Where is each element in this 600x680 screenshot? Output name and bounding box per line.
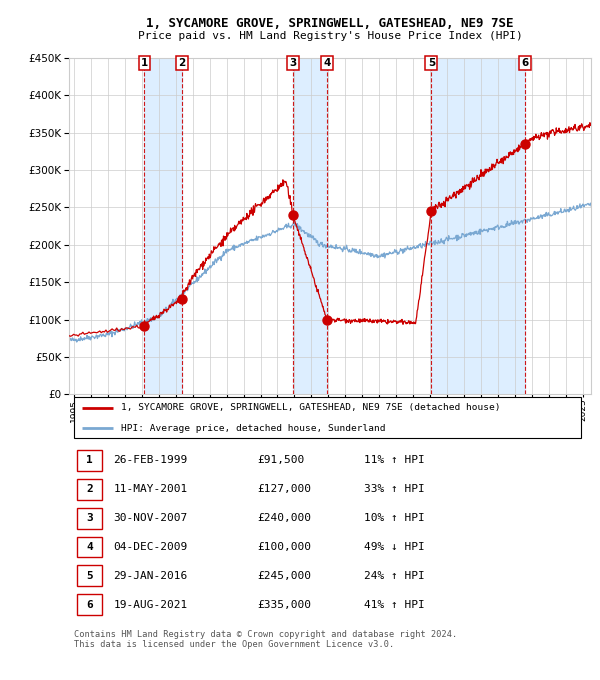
FancyBboxPatch shape (77, 479, 102, 500)
FancyBboxPatch shape (77, 566, 102, 586)
Text: £240,000: £240,000 (257, 513, 311, 523)
Text: 41% ↑ HPI: 41% ↑ HPI (364, 600, 425, 610)
Text: 11-MAY-2001: 11-MAY-2001 (113, 484, 188, 494)
Text: 24% ↑ HPI: 24% ↑ HPI (364, 571, 425, 581)
Text: HPI: Average price, detached house, Sunderland: HPI: Average price, detached house, Sund… (121, 424, 386, 432)
Text: 3: 3 (86, 513, 93, 523)
Text: 6: 6 (86, 600, 93, 610)
Text: 1, SYCAMORE GROVE, SPRINGWELL, GATESHEAD, NE9 7SE (detached house): 1, SYCAMORE GROVE, SPRINGWELL, GATESHEAD… (121, 403, 500, 412)
Text: 04-DEC-2009: 04-DEC-2009 (113, 542, 188, 552)
Bar (431, 58, 526, 394)
FancyBboxPatch shape (74, 396, 581, 438)
FancyBboxPatch shape (77, 450, 102, 471)
Text: 33% ↑ HPI: 33% ↑ HPI (364, 484, 425, 494)
Text: 2: 2 (86, 484, 93, 494)
Text: 1, SYCAMORE GROVE, SPRINGWELL, GATESHEAD, NE9 7SE: 1, SYCAMORE GROVE, SPRINGWELL, GATESHEAD… (146, 17, 514, 30)
Text: 11% ↑ HPI: 11% ↑ HPI (364, 456, 425, 466)
Text: 3: 3 (289, 58, 296, 68)
Text: 1: 1 (86, 456, 93, 466)
Text: 6: 6 (522, 58, 529, 68)
FancyBboxPatch shape (77, 537, 102, 558)
Text: Price paid vs. HM Land Registry's House Price Index (HPI): Price paid vs. HM Land Registry's House … (137, 31, 523, 41)
Text: £335,000: £335,000 (257, 600, 311, 610)
Text: 30-NOV-2007: 30-NOV-2007 (113, 513, 188, 523)
Text: 19-AUG-2021: 19-AUG-2021 (113, 600, 188, 610)
Text: £91,500: £91,500 (257, 456, 304, 466)
Text: £245,000: £245,000 (257, 571, 311, 581)
Text: 4: 4 (323, 58, 331, 68)
Text: 49% ↓ HPI: 49% ↓ HPI (364, 542, 425, 552)
Text: 1: 1 (141, 58, 148, 68)
Text: 26-FEB-1999: 26-FEB-1999 (113, 456, 188, 466)
Text: £127,000: £127,000 (257, 484, 311, 494)
FancyBboxPatch shape (77, 594, 102, 615)
Text: 5: 5 (428, 58, 435, 68)
Text: 4: 4 (86, 542, 93, 552)
Text: £100,000: £100,000 (257, 542, 311, 552)
Bar (293, 58, 327, 394)
Text: Contains HM Land Registry data © Crown copyright and database right 2024.
This d: Contains HM Land Registry data © Crown c… (74, 630, 457, 649)
Text: 2: 2 (178, 58, 185, 68)
Text: 5: 5 (86, 571, 93, 581)
FancyBboxPatch shape (77, 508, 102, 528)
Bar (145, 58, 182, 394)
Text: 10% ↑ HPI: 10% ↑ HPI (364, 513, 425, 523)
Text: 29-JAN-2016: 29-JAN-2016 (113, 571, 188, 581)
